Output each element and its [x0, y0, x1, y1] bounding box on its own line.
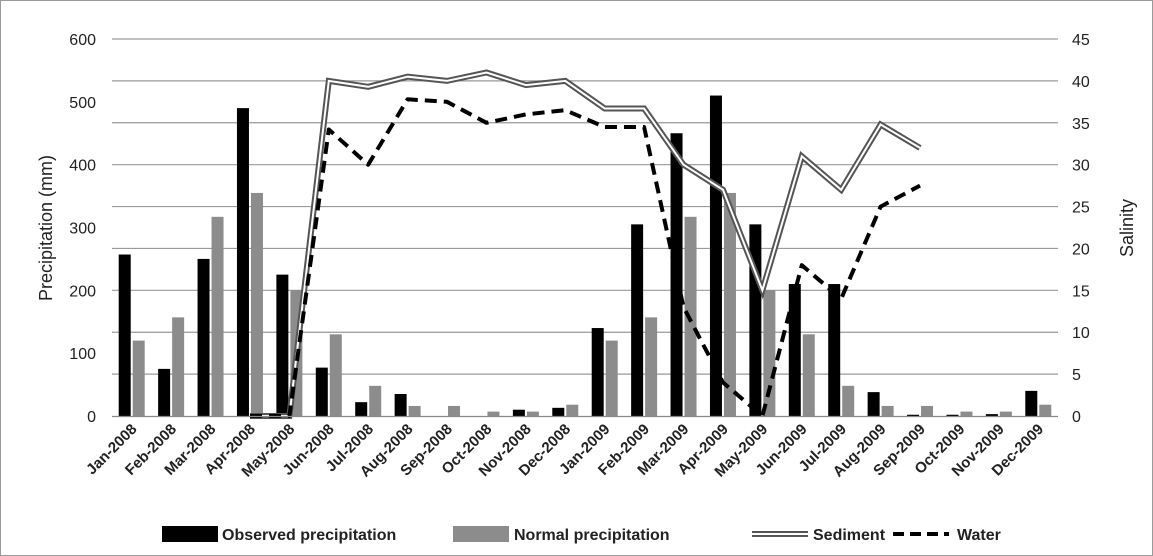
y2-tick-label: 20 — [1072, 241, 1090, 258]
lines — [250, 69, 922, 419]
bar-observed — [118, 254, 131, 416]
gridlines — [112, 38, 1058, 375]
y2-tick-label: 10 — [1072, 325, 1090, 342]
y-tick-label: 400 — [69, 158, 96, 175]
bar-observed — [709, 95, 722, 417]
legend-label-observed: Observed precipitation — [222, 527, 396, 544]
bar-observed — [946, 414, 959, 416]
y-tick-label: 100 — [69, 346, 96, 363]
y-tick-label: 600 — [69, 32, 96, 49]
y2-tick-label: 45 — [1072, 32, 1090, 49]
bar-observed — [276, 274, 289, 416]
legend-label-sediment: Sediment — [813, 527, 886, 544]
y-axis-title: Precipitation (mm) — [36, 155, 56, 301]
legend-label-water: Water — [957, 527, 1001, 544]
bar-normal — [1039, 404, 1052, 416]
bar-normal — [487, 411, 500, 416]
bar-normal — [250, 192, 263, 416]
line-sediment-outer — [250, 69, 922, 419]
legend-label-normal: Normal precipitation — [514, 527, 670, 544]
line-water — [250, 97, 921, 418]
y2-tick-label: 35 — [1072, 116, 1090, 133]
bar-normal — [763, 290, 776, 416]
y2-axis-title: Salinity — [1117, 199, 1137, 257]
y2-tick-label: 25 — [1072, 200, 1090, 217]
bar-observed — [158, 368, 171, 416]
bar-observed — [1025, 390, 1038, 416]
bar-observed — [985, 414, 998, 416]
bar-normal — [921, 405, 934, 416]
bar-normal — [645, 317, 658, 416]
bar-observed — [552, 407, 565, 416]
bar-observed — [867, 392, 880, 416]
y2-tick-label: 30 — [1072, 158, 1090, 175]
bar-observed — [631, 224, 644, 416]
bar-normal — [329, 334, 342, 416]
legend: Observed precipitation Normal precipitat… — [162, 526, 1001, 544]
bar-observed — [315, 367, 328, 416]
bar-normal — [723, 192, 736, 416]
legend-swatch-observed — [162, 526, 218, 542]
y2-tick-label: 40 — [1072, 74, 1090, 91]
bar-normal — [605, 340, 618, 416]
bar-observed — [788, 284, 801, 416]
y2-tick-label: 0 — [1072, 409, 1081, 426]
y-tick-label: 200 — [69, 283, 96, 300]
bars — [118, 95, 1052, 417]
bar-observed — [907, 414, 920, 416]
bar-observed — [236, 108, 249, 416]
bar-observed — [828, 284, 841, 416]
y-tick-label: 300 — [69, 221, 96, 238]
bar-observed — [197, 258, 210, 416]
bar-observed — [591, 328, 604, 416]
bar-normal — [999, 411, 1012, 416]
bar-observed — [394, 394, 407, 416]
bar-normal — [408, 405, 421, 416]
legend-swatch-normal — [453, 526, 509, 542]
bar-observed — [749, 224, 762, 416]
y-tick-label: 500 — [69, 95, 96, 112]
bar-normal — [566, 404, 579, 416]
bar-normal — [881, 405, 894, 416]
bar-normal — [526, 411, 539, 416]
bar-normal — [211, 216, 224, 416]
bar-normal — [842, 385, 855, 416]
bar-observed — [512, 409, 525, 416]
y2-tick-label: 15 — [1072, 283, 1090, 300]
line-sediment — [250, 71, 921, 417]
bar-normal — [369, 385, 382, 416]
bar-normal — [132, 340, 145, 416]
bar-normal — [172, 317, 185, 416]
bar-normal — [960, 411, 973, 416]
bar-normal — [802, 334, 815, 416]
bar-normal — [448, 405, 461, 416]
y2-tick-label: 5 — [1072, 367, 1081, 384]
y-tick-label: 0 — [87, 409, 96, 426]
bar-observed — [355, 402, 368, 416]
